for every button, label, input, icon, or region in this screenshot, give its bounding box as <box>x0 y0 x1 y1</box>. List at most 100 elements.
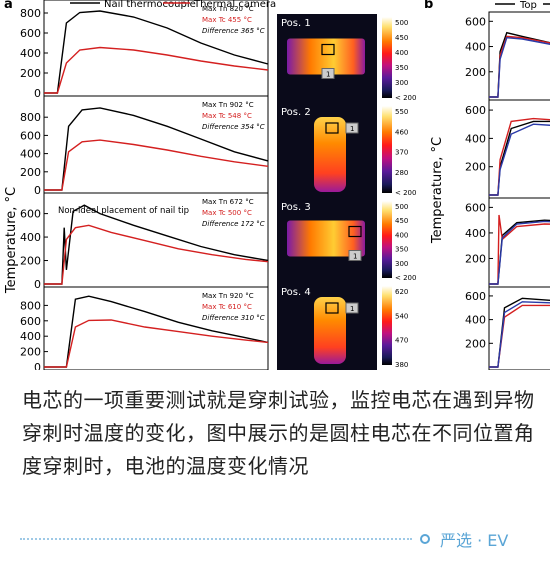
y-tick-label: 200 <box>465 337 486 350</box>
annotation-line: Max Tc 455 °C <box>202 16 252 24</box>
annotation-line: Max Tn 920 °C <box>202 292 254 300</box>
y-tick-label: 0 <box>34 361 41 370</box>
y-tick-label: 400 <box>20 231 41 244</box>
y-tick-label: 400 <box>465 132 486 145</box>
series-line-nail <box>44 295 269 368</box>
color-scale-bar <box>382 201 392 278</box>
marker-box <box>345 122 359 134</box>
y-tick-label: 600 <box>20 27 41 40</box>
marker-box <box>348 250 362 261</box>
circle-icon <box>420 534 430 544</box>
y-tick-label: 600 <box>20 129 41 142</box>
subplot-b-4: 200 400 600 <box>465 286 550 370</box>
battery-heatmap <box>287 38 365 75</box>
color-scale-label: 500 <box>395 19 408 27</box>
y-tick-label: 200 <box>20 67 41 80</box>
y-tick-label: 400 <box>20 148 41 161</box>
footer-divider <box>20 538 412 540</box>
y-tick-label: 400 <box>20 47 41 60</box>
annotation-line: Max Tc 548 °C <box>202 112 252 120</box>
y-tick-label: 600 <box>465 201 486 214</box>
y-axis-label-a: Temperature, °C <box>4 187 19 294</box>
subplot-b-1: 200 400 600 <box>465 11 550 101</box>
subplot-a-2: 0 200 400 600 800 Max Tn 902 °C Max Tc 548 °C D… <box>20 95 269 197</box>
series-line-nail <box>44 10 269 94</box>
series-line-nail <box>44 107 269 191</box>
subplot-a-1: 0 200 400 600 800 Max Tn 820 °C Max Tc 455 °C D… <box>20 0 269 100</box>
color-scale-label: 400 <box>395 49 408 57</box>
annotation-line: Max Tc 610 °C <box>202 303 252 311</box>
color-scale-bar <box>382 286 392 365</box>
series-line-blue <box>489 36 550 98</box>
legend-label-nail: Nail thermocouple <box>104 0 196 10</box>
y-tick-label: 800 <box>20 111 41 124</box>
marker-label: 1 <box>350 305 354 313</box>
y-tick-label: 400 <box>465 227 486 240</box>
color-scale-label: 350 <box>395 64 408 72</box>
subplot-frame <box>488 286 550 370</box>
y-tick-label: 0 <box>34 87 41 100</box>
thermal-image-1: 1 Pos. 1 500 450 400 350 300 < 200 <box>277 14 416 103</box>
measurement-box <box>321 43 335 56</box>
color-scale-label: 500 <box>395 203 408 211</box>
y-tick-label: 200 <box>465 161 486 174</box>
y-tick-label: 200 <box>20 255 41 268</box>
color-scale-bar <box>382 106 392 193</box>
subplot-frame <box>43 286 269 370</box>
series-line-blue <box>489 220 550 285</box>
color-scale-label: 550 <box>395 108 408 116</box>
subplot-a-3: 0 200 400 600 Non-ideal placement of nail ti… <box>20 192 269 291</box>
y-tick-label: 400 <box>20 330 41 343</box>
subplot-b-2: 200 400 600 <box>465 99 550 199</box>
color-scale-label: 450 <box>395 34 408 42</box>
series-line-red <box>489 214 550 285</box>
marker-label: 1 <box>350 125 354 133</box>
y-axis-label-b: Temperature, °C <box>430 137 445 244</box>
series-line-blue <box>489 123 550 196</box>
color-scale-label: < 200 <box>395 189 416 197</box>
position-label: Pos. 2 <box>281 107 311 118</box>
series-line-camera <box>44 46 269 94</box>
marker-box <box>321 68 335 79</box>
color-scale-label: 620 <box>395 288 408 296</box>
annotation-line: Max Tn 672 °C <box>202 198 254 206</box>
color-scale-label: 280 <box>395 169 408 177</box>
series-line-red <box>489 304 550 368</box>
color-scale-label: < 200 <box>395 274 416 282</box>
brand-label: 严选 · EV <box>440 531 509 550</box>
measurement-box <box>348 225 362 238</box>
y-tick-label: 800 <box>20 299 41 312</box>
position-label: Pos. 1 <box>281 18 311 29</box>
y-tick-label: 600 <box>465 290 486 303</box>
annotation-line: Difference 354 °C <box>202 123 265 131</box>
measurement-box <box>325 122 339 134</box>
legend-label-camera: Thermal camera <box>193 0 276 10</box>
color-scale-bar <box>382 17 392 98</box>
series-line-blue <box>489 301 550 368</box>
y-tick-label: 200 <box>20 346 41 359</box>
thermal-images: 1 Pos. 1 500 450 400 350 300 < 200 1 Pos. 2 550 460… <box>277 14 416 370</box>
y-tick-label: 600 <box>20 315 41 328</box>
measurement-box <box>325 302 339 314</box>
panel-label-b: b <box>424 0 433 12</box>
footer-brand: 严选 · EV <box>420 526 508 552</box>
panel-label-a: a <box>4 0 13 12</box>
color-scale-label: 300 <box>395 260 408 268</box>
annotation-line: Difference 310 °C <box>202 314 265 322</box>
thermal-image-2: 1 Pos. 2 550 460 370 280 < 200 <box>277 103 416 198</box>
color-scale-label: 300 <box>395 79 408 87</box>
annotation-line: Max Tn 820 °C <box>202 5 254 13</box>
annotation-line: Max Tc 500 °C <box>202 209 252 217</box>
color-scale-label: 400 <box>395 231 408 239</box>
y-tick-label: 600 <box>465 15 486 28</box>
subplot-b-3: 200 400 600 <box>465 197 550 288</box>
y-tick-label: 800 <box>20 7 41 20</box>
color-scale-label: 380 <box>395 361 408 369</box>
series-line-camera <box>44 224 269 285</box>
battery-heatmap <box>314 117 346 192</box>
y-tick-label: 200 <box>20 166 41 179</box>
annotation-line: Difference 365 °C <box>202 27 265 35</box>
